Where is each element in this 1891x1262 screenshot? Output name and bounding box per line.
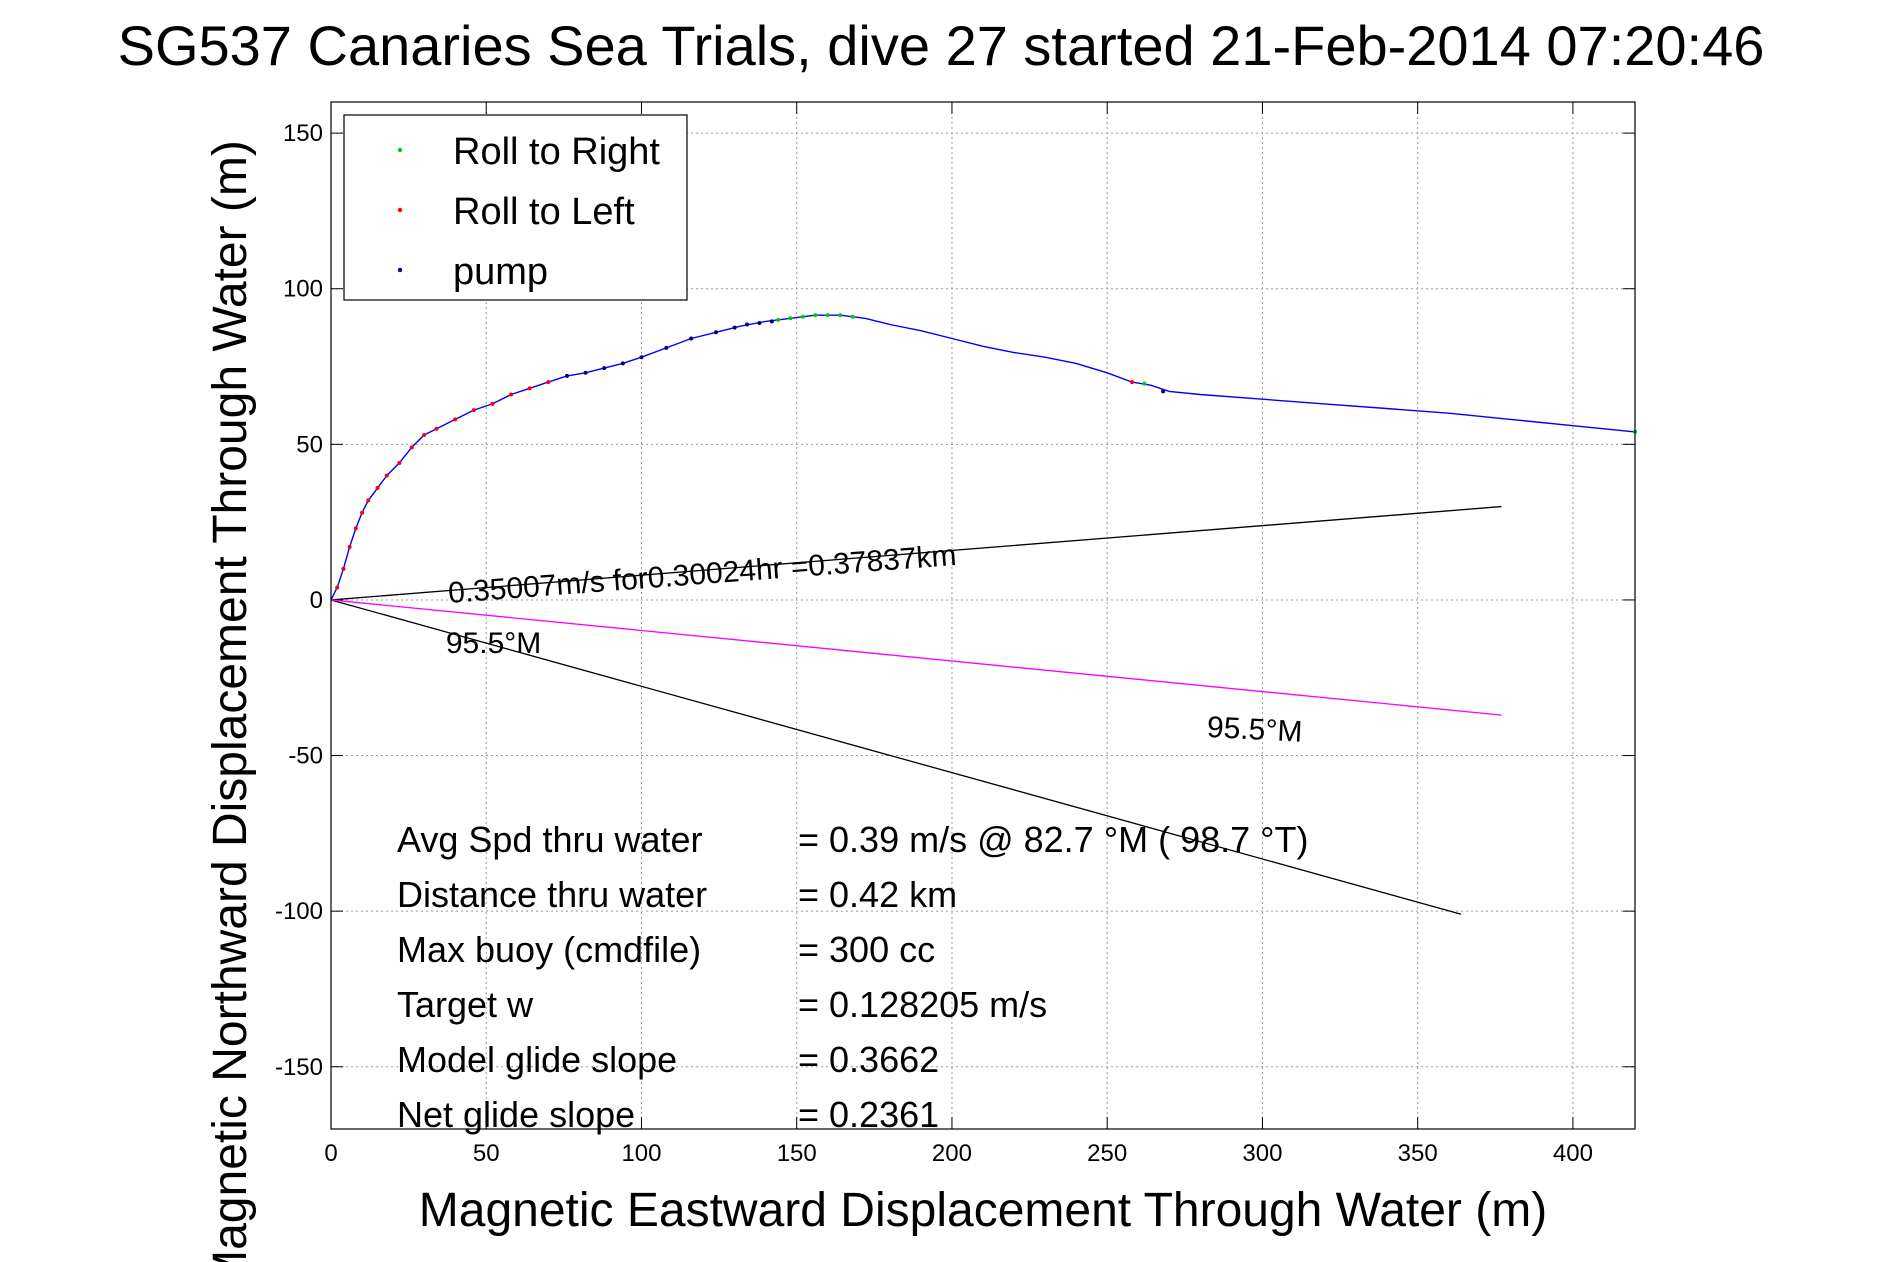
marker-roll-to-left	[353, 526, 358, 531]
legend: Roll to Right Roll to Left pump	[343, 114, 688, 301]
chart-title: SG537 Canaries Sea Trials, dive 27 start…	[118, 14, 1765, 77]
reference-line-heading-upper	[330, 505, 1502, 601]
reference-line-avg-heading	[330, 599, 1502, 716]
stat-label: Target w	[397, 984, 534, 1025]
stat-value: = 300 cc	[798, 929, 935, 970]
x-tick-label: 250	[1087, 1140, 1127, 1167]
marker-roll-to-left	[409, 445, 414, 450]
marker-roll-to-right	[838, 313, 843, 318]
plot-frame	[330, 101, 1636, 1130]
x-tick-label: 50	[473, 1140, 500, 1167]
marker-roll-to-left	[375, 485, 380, 490]
x-tick-label: 400	[1553, 1140, 1593, 1167]
y-tick-label: 100	[283, 276, 323, 303]
y-tick-label: 50	[296, 431, 323, 458]
y-tick-label: 150	[283, 120, 323, 147]
stat-label: Avg Spd thru water	[397, 819, 703, 860]
marker-roll-to-left	[384, 473, 389, 478]
marker-roll-to-right	[788, 316, 793, 321]
stat-value: = 0.128205 m/s	[798, 984, 1047, 1025]
marker-roll-to-left	[341, 566, 346, 571]
marker-roll-to-left	[1130, 380, 1135, 385]
marker-roll-to-right	[825, 313, 830, 318]
stat-value: = 0.3662	[798, 1039, 939, 1080]
x-tick-label: 150	[777, 1140, 817, 1167]
marker-pump	[1161, 389, 1166, 394]
marker-roll-to-left	[422, 432, 427, 437]
x-tick-label: 0	[324, 1140, 337, 1167]
grid	[331, 102, 1635, 1129]
marker-roll-to-right	[813, 313, 818, 318]
y-axis-ticks: 150 100 50 0 -50 -100 -150	[275, 120, 1635, 1081]
marker-roll-to-left	[397, 461, 402, 466]
marker-roll-to-right	[1142, 381, 1147, 386]
legend-label: Roll to Left	[453, 191, 635, 233]
data-markers	[335, 313, 1637, 590]
x-axis-label: Magnetic Eastward Displacement Through W…	[419, 1184, 1547, 1237]
marker-pump	[769, 319, 774, 324]
annotation-text: 95.5°M	[1206, 711, 1303, 749]
legend-marker	[397, 207, 403, 213]
marker-roll-to-left	[335, 585, 340, 590]
marker-roll-to-left	[366, 498, 371, 503]
stat-label: Model glide slope	[397, 1039, 677, 1080]
y-tick-label: -150	[275, 1054, 323, 1081]
legend-label: pump	[453, 251, 548, 293]
marker-roll-to-left	[360, 510, 365, 515]
marker-roll-to-left	[434, 426, 439, 431]
y-tick-label: -50	[288, 743, 323, 770]
x-tick-label: 200	[932, 1140, 972, 1167]
stat-value: = 0.39 m/s @ 82.7 °M ( 98.7 °T)	[798, 819, 1309, 860]
marker-roll-to-left	[546, 380, 551, 385]
y-axis-label: Magnetic Northward Displacement Through …	[204, 140, 257, 1262]
marker-roll-to-left	[347, 545, 352, 550]
marker-roll-to-right	[800, 314, 805, 319]
legend-label: Roll to Right	[453, 131, 660, 173]
x-tick-label: 350	[1398, 1140, 1438, 1167]
stat-label: Max buoy (cmdfile)	[397, 929, 701, 970]
marker-pump	[745, 322, 750, 327]
x-tick-label: 100	[621, 1140, 661, 1167]
y-tick-label: 0	[310, 587, 323, 614]
marker-pump	[620, 361, 625, 366]
marker-pump	[664, 345, 669, 350]
marker-roll-to-left	[490, 401, 495, 406]
marker-pump	[639, 355, 644, 360]
marker-roll-to-left	[453, 417, 458, 422]
marker-pump	[602, 366, 607, 371]
marker-pump	[732, 325, 737, 330]
marker-roll-to-left	[509, 392, 514, 397]
reference-line-heading-lower	[330, 599, 1462, 915]
stat-label: Distance thru water	[397, 874, 707, 915]
stat-label: Net glide slope	[397, 1094, 635, 1135]
marker-roll-to-right	[776, 317, 781, 322]
marker-roll-to-left	[471, 408, 476, 413]
stats-block: Avg Spd thru water = 0.39 m/s @ 82.7 °M (…	[397, 819, 1309, 1135]
marker-roll-to-right	[850, 314, 855, 319]
y-tick-label: -100	[275, 898, 323, 925]
marker-roll-to-left	[527, 386, 532, 391]
marker-pump	[757, 320, 762, 325]
x-axis-ticks: 0 50 100 150 200 250 300 350 400	[324, 102, 1593, 1167]
stat-value: = 0.2361	[798, 1094, 939, 1135]
marker-pump	[689, 336, 694, 341]
x-tick-label: 300	[1242, 1140, 1282, 1167]
legend-marker	[397, 267, 403, 273]
marker-pump	[564, 373, 569, 378]
annotation-text: 95.5°M	[446, 627, 541, 660]
reference-lines	[330, 505, 1502, 915]
stat-value: = 0.42 km	[798, 874, 957, 915]
legend-marker	[397, 147, 403, 153]
marker-pump	[583, 370, 588, 375]
marker-pump	[713, 330, 718, 335]
